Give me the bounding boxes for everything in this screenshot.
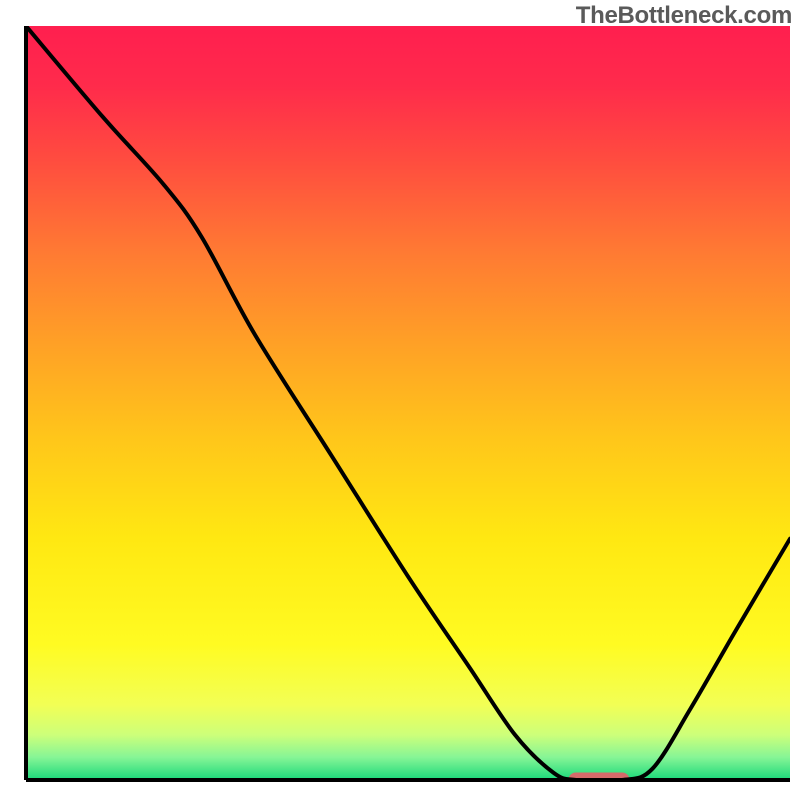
chart-container: TheBottleneck.com <box>0 0 800 800</box>
gradient-background <box>26 26 790 780</box>
bottleneck-curve-chart <box>0 0 800 800</box>
watermark-text: TheBottleneck.com <box>576 2 792 30</box>
